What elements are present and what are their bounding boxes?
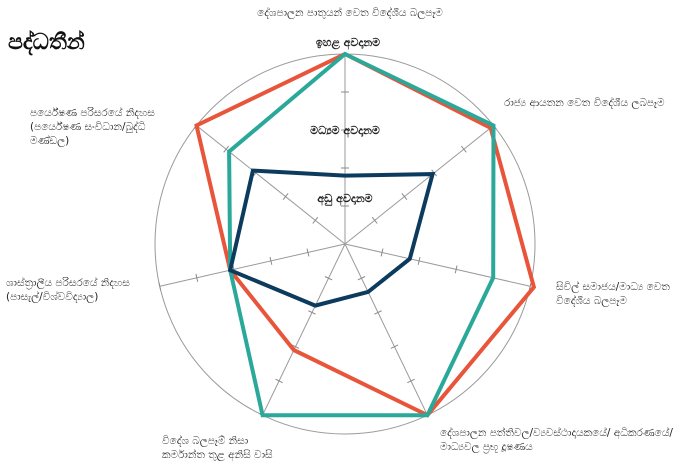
axis-tick	[269, 256, 273, 265]
axis-tick	[308, 310, 316, 315]
level-label-high: ඉහළ අවදානම	[316, 36, 380, 51]
page-title: පද්ධතීන්	[8, 30, 85, 55]
series-line-3	[227, 168, 436, 308]
axis-tick	[374, 310, 382, 315]
axis-tick	[357, 276, 366, 281]
axis-tick	[417, 256, 421, 265]
axis-spoke	[262, 243, 346, 416]
axis-spoke	[196, 125, 346, 245]
axis-tick	[312, 216, 319, 224]
axis-tick	[195, 273, 199, 282]
axis-spoke	[159, 243, 346, 287]
axis-label-industry-advantage: විදේශ බලපෑම් නිසා කර්මාන්ත තුළ අනිසි වාස…	[162, 435, 273, 461]
axis-label-research-freedom: පර්යේෂණ පරිසරයේ නිදහස (පර්යේෂණ සංවිධාන/බ…	[30, 107, 155, 147]
series-line-2	[227, 51, 496, 418]
axis-tick	[223, 145, 230, 153]
axis-spoke	[344, 243, 531, 287]
axis-tick	[282, 193, 289, 201]
series-group	[194, 51, 537, 418]
axis-tick	[158, 282, 162, 291]
axis-spoke	[344, 125, 494, 245]
axis-tick	[275, 378, 283, 384]
axis-tick	[306, 248, 310, 257]
axis-tick	[460, 145, 467, 153]
axis-label-academic-freedom: ශාස්ත්‍රාලීය පරිසරයේ නිදහස (පාසැල්/විශ්ව…	[6, 277, 130, 303]
axis-spoke	[344, 243, 428, 416]
level-label-medium: මධ්‍යම අවදානම	[310, 124, 380, 138]
axis-label-elite-corruption: දේශපාලන පත්තිවල/ව්‍යවස්ථාදායකයේ/ අධිකරණය…	[440, 427, 673, 453]
axis-tick	[291, 344, 300, 349]
axis-tick	[407, 378, 415, 384]
axis-tick	[390, 344, 399, 349]
axis-tick	[401, 193, 408, 201]
axis-label-state-institutions: රාජ්‍ය ආයතන වෙත විදේශීය ලබපෑම	[504, 97, 665, 109]
series-line-1	[194, 51, 537, 418]
axis-label-political-parties: දේශපාලන පාතුයන් වෙත විදේශීය බලපෑම	[257, 7, 443, 19]
axis-tick	[528, 282, 532, 291]
level-label-low: අඩු අවදානම	[317, 192, 372, 206]
axis-spokes	[159, 54, 531, 416]
axis-tick	[371, 216, 378, 224]
axis-tick	[324, 276, 333, 281]
axis-tick	[454, 265, 458, 274]
axis-label-civil-society-media: සිවිල් සමාජය/මාධ්‍ය වෙත විදේශීය බලපෑම	[556, 281, 670, 307]
axis-tick	[380, 248, 384, 257]
